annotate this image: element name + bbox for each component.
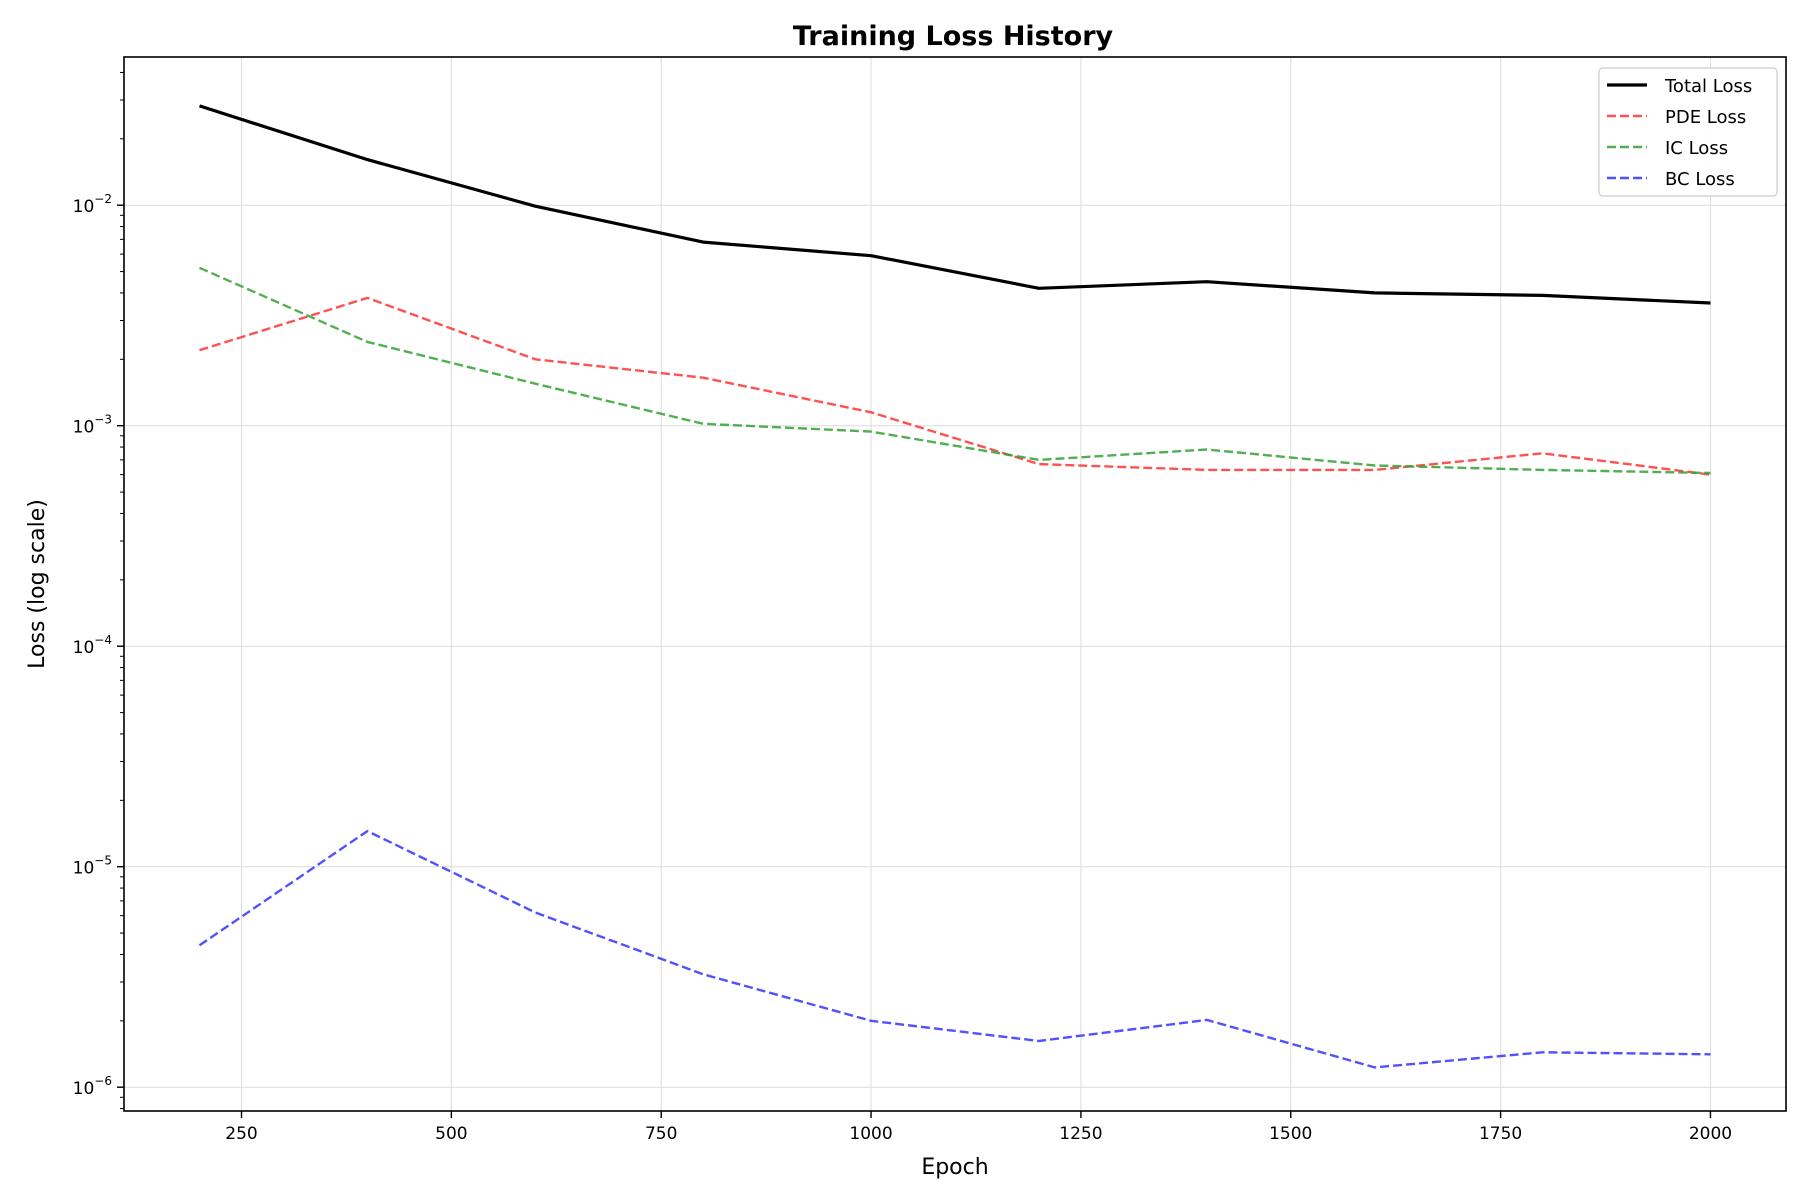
series-line-ic-loss — [199, 266, 1711, 475]
x-tick-label: 1750 — [1479, 1124, 1522, 1144]
legend-label: BC Loss — [1665, 169, 1735, 190]
chart-title: Training Loss History — [793, 21, 1114, 52]
x-tick-label: 250 — [225, 1124, 257, 1144]
grid — [124, 57, 1786, 1111]
series-line-total-loss — [199, 104, 1711, 305]
x-tick-label: 500 — [435, 1124, 467, 1144]
series-layer — [198, 104, 1711, 1069]
legend: Total Loss PDE Loss IC Loss BC Loss — [1598, 67, 1778, 197]
y-axis: 10−6 10−5 10−4 10−3 10−2 — [73, 71, 124, 1110]
y-tick-label: 10−5 — [73, 854, 112, 879]
x-tick-label: 1250 — [1059, 1124, 1102, 1144]
y-tick-label: 10−3 — [73, 413, 112, 438]
y-tick-label: 10−4 — [73, 633, 112, 658]
legend-label: IC Loss — [1665, 138, 1728, 159]
y-tick-label: 10−6 — [73, 1074, 112, 1099]
y-tick-label: 10−2 — [73, 192, 112, 217]
x-tick-label: 750 — [645, 1124, 677, 1144]
x-axis: 250 500 750 1000 1250 1500 1750 2000 — [225, 1111, 1732, 1144]
x-tick-label: 2000 — [1689, 1124, 1732, 1144]
x-tick-label: 1500 — [1269, 1124, 1312, 1144]
legend-label: PDE Loss — [1665, 107, 1746, 128]
x-axis-label: Epoch — [921, 1155, 988, 1180]
legend-box — [1598, 67, 1778, 197]
plot-frame — [123, 56, 1787, 1112]
y-axis-label: Loss (log scale) — [25, 499, 50, 669]
x-tick-label: 1000 — [849, 1124, 892, 1144]
series-line-pde-loss — [199, 296, 1711, 476]
legend-label: Total Loss — [1664, 76, 1752, 97]
series-line-bc-loss — [198, 829, 1711, 1069]
